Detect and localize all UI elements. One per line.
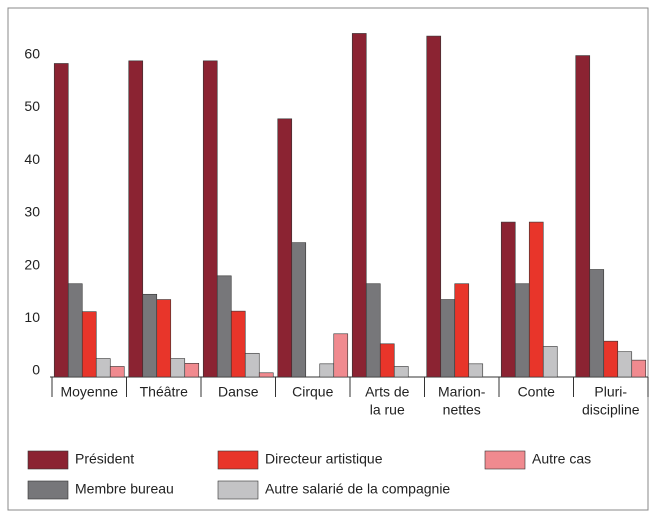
bar <box>170 358 186 378</box>
bar <box>319 363 335 378</box>
bar <box>528 221 544 378</box>
x-tick-label: Danse <box>218 384 259 400</box>
y-tick-label: 50 <box>24 98 40 114</box>
y-tick-label: 0 <box>32 362 40 378</box>
bar <box>156 299 172 378</box>
bar <box>440 299 456 378</box>
bar <box>575 55 591 378</box>
frame <box>7 7 649 511</box>
bar <box>184 362 200 378</box>
x-tick-label: Théâtre <box>140 384 188 400</box>
bar <box>291 242 307 378</box>
bar <box>230 310 246 378</box>
x-tick-label: Cirque <box>292 384 333 400</box>
x-tick-label: Arts de <box>365 384 410 400</box>
bar <box>617 351 633 378</box>
x-tick-label: discipline <box>582 402 640 418</box>
bar <box>244 352 260 378</box>
legend-label: Autre cas <box>532 451 591 467</box>
bar <box>95 358 111 378</box>
legend-label: Président <box>75 451 134 467</box>
bar <box>365 283 381 378</box>
bar <box>393 366 409 378</box>
y-tick-label: 60 <box>24 46 40 62</box>
bar <box>426 35 442 378</box>
x-tick-label: Pluri- <box>594 384 627 400</box>
bar <box>379 343 395 378</box>
legend-swatch <box>484 450 526 470</box>
bar <box>53 63 69 378</box>
bar <box>603 340 619 378</box>
legend-swatch <box>217 450 259 470</box>
bar <box>589 269 605 378</box>
bar <box>454 283 470 378</box>
bar <box>202 60 218 378</box>
bar <box>333 333 349 378</box>
bar <box>351 33 367 378</box>
bar <box>277 118 293 378</box>
bar <box>81 311 97 378</box>
y-tick-label: 10 <box>24 309 40 325</box>
legend-swatch <box>27 480 69 500</box>
bar <box>468 363 484 378</box>
bar <box>67 283 83 378</box>
legend-swatch <box>27 450 69 470</box>
y-tick-label: 40 <box>24 151 40 167</box>
y-tick-label: 30 <box>24 204 40 220</box>
bar <box>500 221 516 378</box>
x-tick-label: Marion- <box>438 384 486 400</box>
bar <box>142 293 158 378</box>
x-tick-label: nettes <box>443 402 481 418</box>
bar <box>514 283 530 378</box>
bar <box>109 366 125 378</box>
bar <box>216 275 232 378</box>
bar <box>128 60 144 378</box>
x-tick-label: Moyenne <box>60 384 118 400</box>
bar <box>631 359 647 378</box>
bar <box>542 346 558 378</box>
legend-label: Directeur artistique <box>265 451 383 467</box>
x-tick-label: Conte <box>518 384 556 400</box>
y-tick-label: 20 <box>24 256 40 272</box>
bar <box>258 372 274 378</box>
legend-label: Membre bureau <box>75 481 174 497</box>
x-tick-label: la rue <box>370 402 405 418</box>
legend-swatch <box>217 480 259 500</box>
legend-label: Autre salarié de la compagnie <box>265 481 450 497</box>
